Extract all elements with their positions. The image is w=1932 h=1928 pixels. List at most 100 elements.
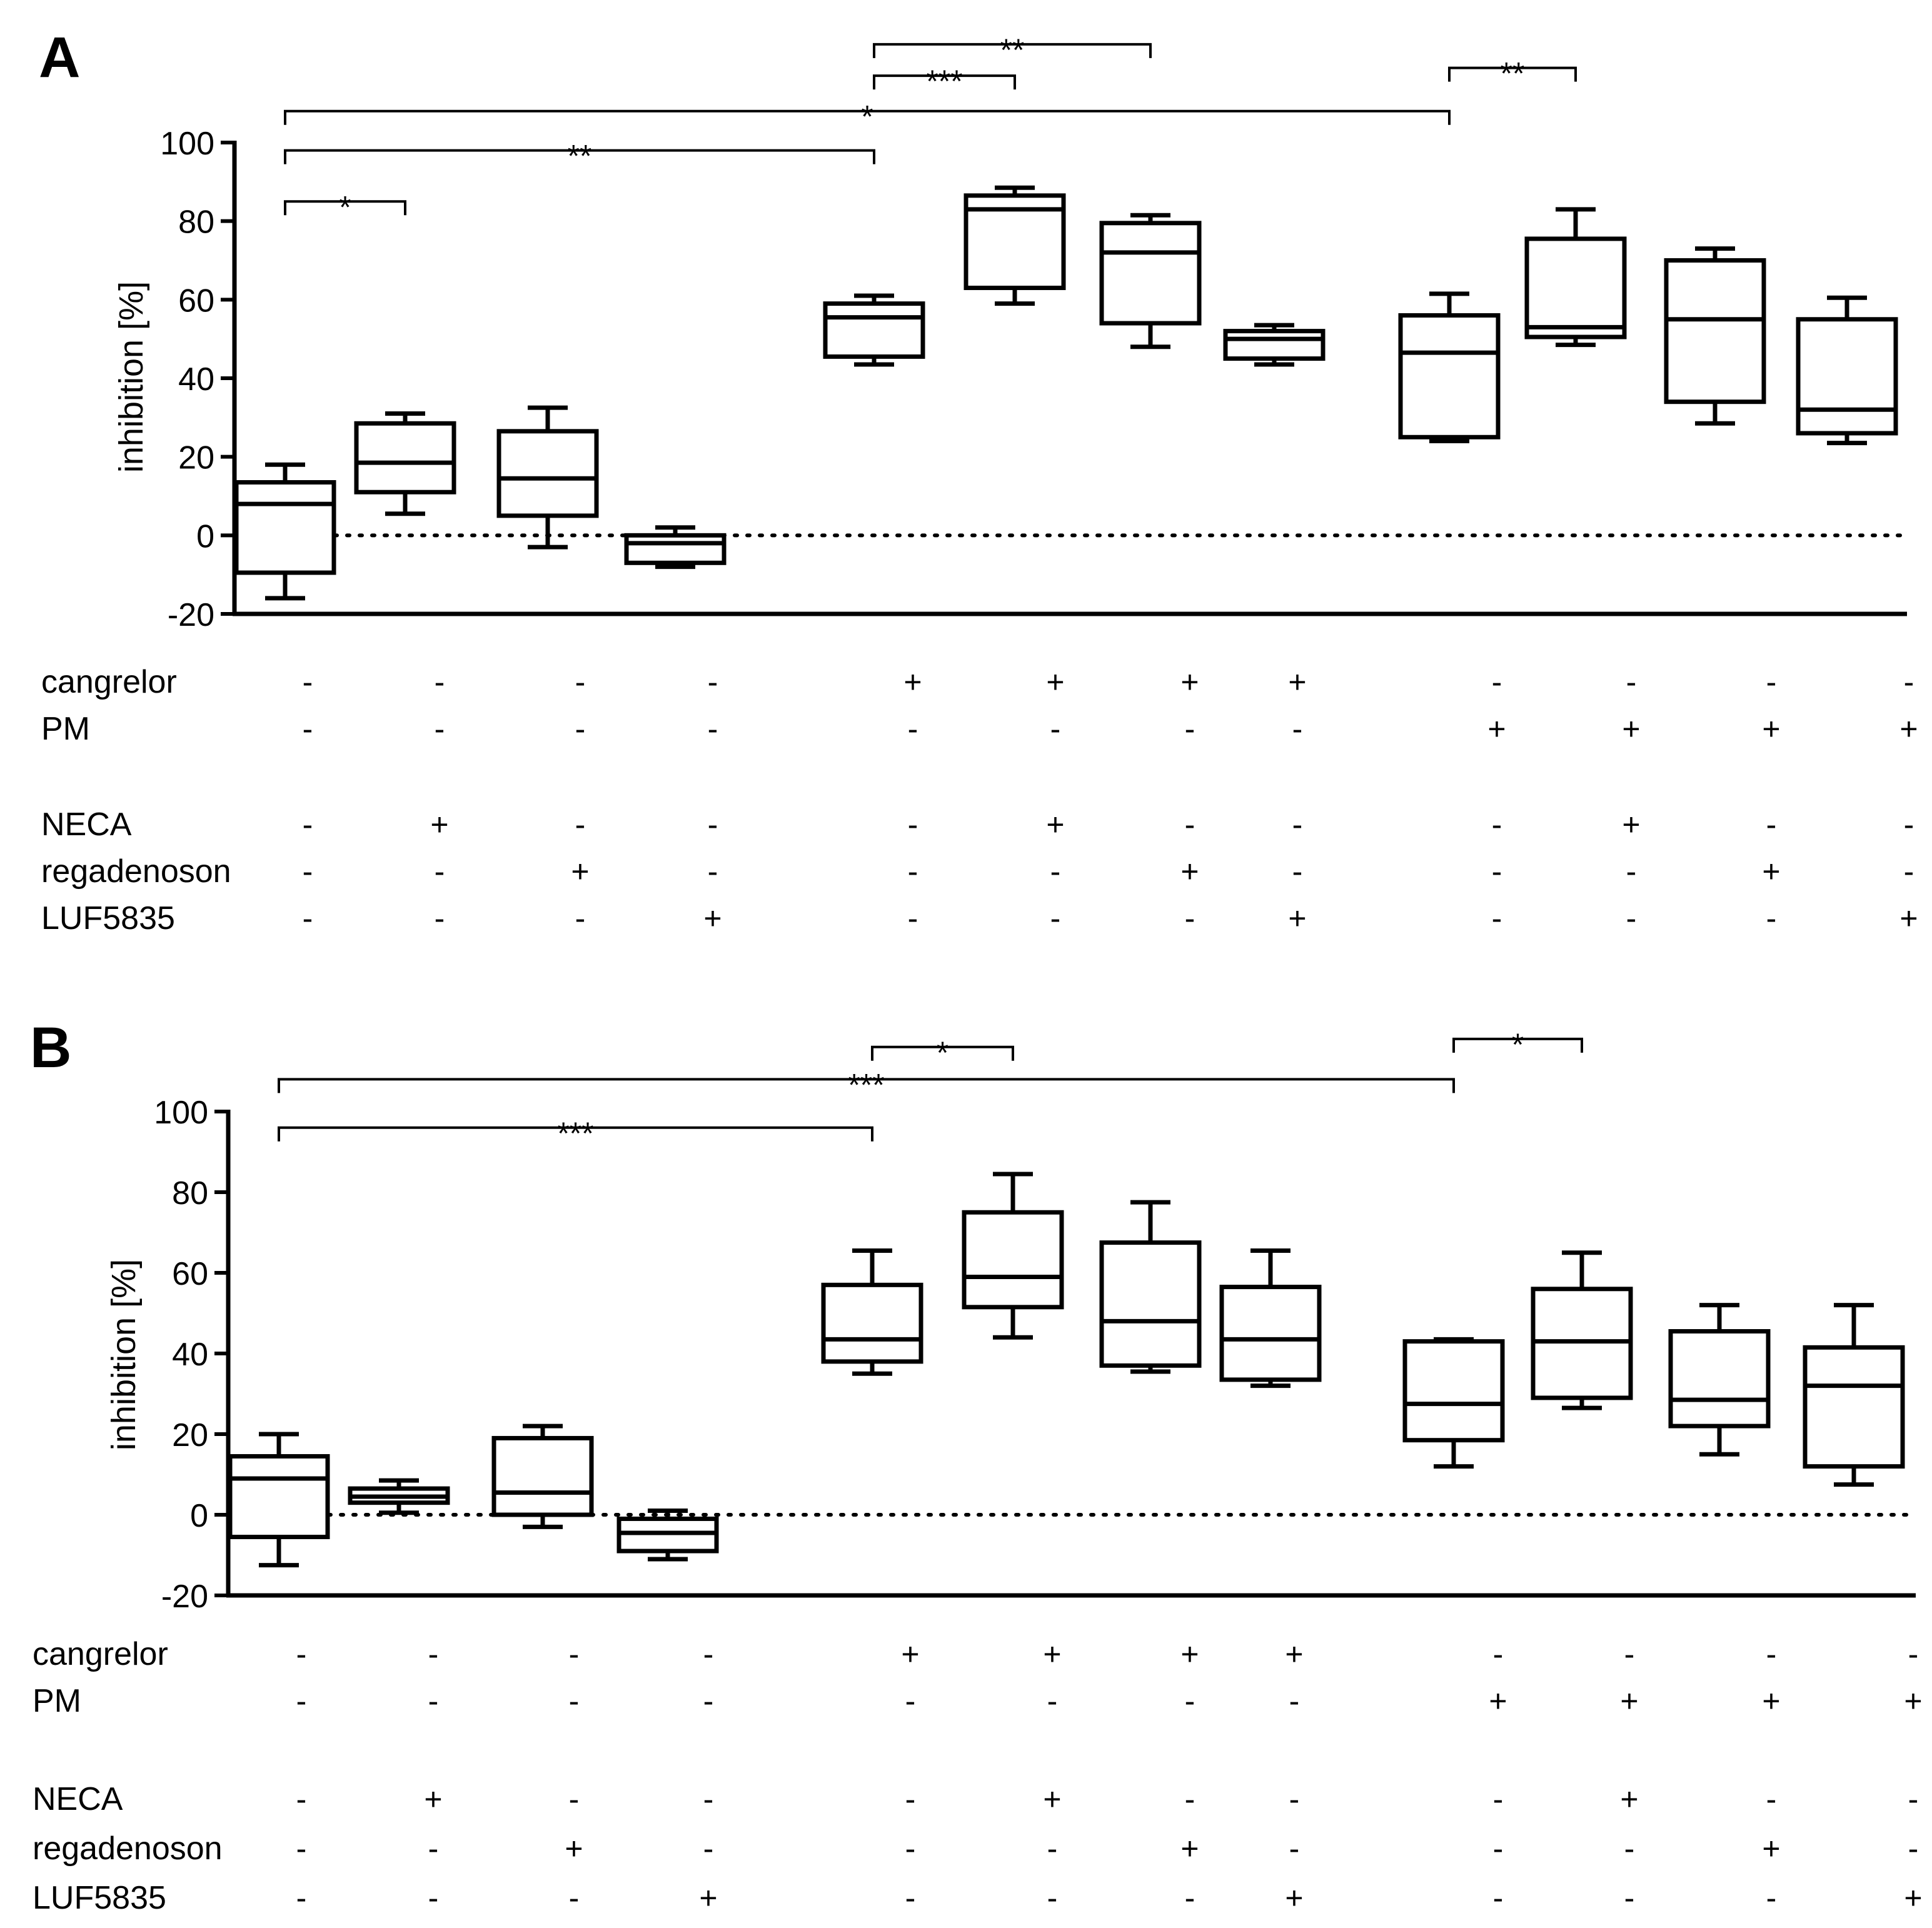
significance-bracket: ** — [284, 139, 875, 174]
significance-bracket: *** — [873, 64, 1016, 99]
treatment-sign: - — [428, 1637, 439, 1672]
treatment-sign: - — [1624, 1880, 1635, 1915]
box-iqr — [821, 1282, 923, 1364]
treatment-sign: + — [1043, 1637, 1061, 1672]
panel-label-a: A — [39, 26, 80, 89]
treatment-sign: - — [303, 854, 313, 889]
bracket-line — [1452, 1037, 1583, 1053]
significance-bracket: * — [1452, 1027, 1583, 1062]
treatment-sign: + — [1762, 854, 1780, 889]
significance-label: *** — [557, 1116, 593, 1151]
treatment-sign: - — [1908, 1637, 1919, 1672]
y-tick-label: 0 — [196, 518, 214, 555]
treatment-sign: - — [435, 665, 445, 700]
significance-bracket: ** — [1448, 56, 1577, 91]
treatment-sign: + — [424, 1782, 442, 1817]
treatment-sign: - — [1766, 1637, 1777, 1672]
treatment-sign: - — [303, 665, 313, 700]
treatment-sign: - — [1626, 665, 1637, 700]
treatment-sign: - — [1493, 1831, 1504, 1866]
box-iqr — [1402, 1339, 1505, 1443]
treatment-sign: + — [1489, 1684, 1507, 1719]
treatment-sign: - — [905, 1831, 916, 1866]
box-11 — [1664, 246, 1766, 426]
treatment-sign: - — [908, 807, 918, 842]
treatment-sign: - — [303, 711, 313, 746]
treatment-sign: + — [1288, 901, 1306, 936]
box-iqr — [354, 421, 456, 495]
treatment-sign: - — [1766, 1880, 1777, 1915]
bracket-line — [1448, 66, 1577, 82]
bracket-line — [284, 149, 875, 164]
treatment-sign: - — [296, 1637, 307, 1672]
treatment-sign: - — [1766, 901, 1777, 936]
treatment-sign: - — [908, 854, 918, 889]
treatment-sign: - — [1292, 711, 1303, 746]
treatment-sign: + — [1180, 665, 1199, 700]
treatment-sign: + — [1622, 711, 1640, 746]
treatment-label-regadenoson: regadenoson — [33, 1830, 223, 1867]
y-axis-label-a: inhibition [%] — [113, 281, 150, 473]
y-tick-label: 0 — [190, 1498, 208, 1534]
box-2 — [348, 1478, 450, 1515]
box-iqr — [496, 429, 599, 518]
treatment-sign: + — [1180, 854, 1199, 889]
treatment-sign: - — [703, 1782, 714, 1817]
treatment-sign: - — [908, 711, 918, 746]
y-tick-label: 100 — [160, 126, 214, 162]
treatment-sign: - — [905, 1684, 916, 1719]
treatment-sign: + — [1762, 711, 1780, 746]
y-tick-label: 40 — [178, 361, 214, 398]
treatment-sign: + — [1904, 1880, 1922, 1915]
box-iqr — [1668, 1329, 1771, 1428]
significance-label: ** — [1501, 56, 1525, 91]
box-3 — [496, 405, 599, 550]
treatment-sign: - — [1492, 854, 1502, 889]
box-7 — [1099, 213, 1202, 349]
treatment-sign: + — [1487, 711, 1506, 746]
treatment-sign: - — [1626, 854, 1637, 889]
treatment-label-cangrelor: cangrelor — [41, 664, 177, 700]
treatment-label-luf5835: LUF5835 — [33, 1880, 166, 1916]
treatment-sign: - — [1766, 1782, 1777, 1817]
treatment-sign: - — [1292, 854, 1303, 889]
significance-label: *** — [926, 64, 962, 99]
treatment-sign: - — [303, 807, 313, 842]
treatment-sign: - — [1050, 711, 1061, 746]
treatment-sign: - — [303, 901, 313, 936]
treatment-sign: - — [1492, 807, 1502, 842]
treatment-sign: - — [1289, 1782, 1300, 1817]
treatment-sign: + — [1285, 1637, 1303, 1672]
treatment-sign: - — [703, 1684, 714, 1719]
significance-label: * — [937, 1035, 948, 1070]
significance-label: ** — [568, 139, 592, 174]
treatment-sign: - — [908, 901, 918, 936]
treatment-sign: - — [1185, 1880, 1195, 1915]
box-iqr — [1796, 317, 1898, 436]
treatment-sign: - — [1185, 1782, 1195, 1817]
treatment-sign: - — [1292, 807, 1303, 842]
treatment-sign: - — [569, 1880, 580, 1915]
significance-label: * — [861, 99, 873, 134]
box-iqr — [1398, 313, 1501, 439]
bracket-line — [278, 1126, 873, 1142]
significance-label: ** — [1000, 33, 1025, 68]
treatment-sign: - — [905, 1880, 916, 1915]
box-iqr — [823, 301, 925, 359]
treatment-sign: - — [1626, 901, 1637, 936]
box-iqr — [234, 480, 336, 575]
y-tick-label: 60 — [178, 283, 214, 319]
treatment-sign: - — [1185, 1684, 1195, 1719]
treatment-sign: - — [708, 711, 718, 746]
treatment-sign: - — [708, 854, 718, 889]
treatment-sign: + — [1620, 1684, 1638, 1719]
treatment-sign: + — [1043, 1782, 1061, 1817]
y-tick-label: 20 — [172, 1417, 208, 1454]
y-tick-label: 40 — [172, 1337, 208, 1373]
box-10 — [1524, 207, 1627, 348]
box-iqr — [1223, 329, 1326, 361]
box-1 — [234, 462, 336, 601]
treatment-sign: - — [1492, 901, 1502, 936]
treatment-sign: + — [571, 854, 589, 889]
